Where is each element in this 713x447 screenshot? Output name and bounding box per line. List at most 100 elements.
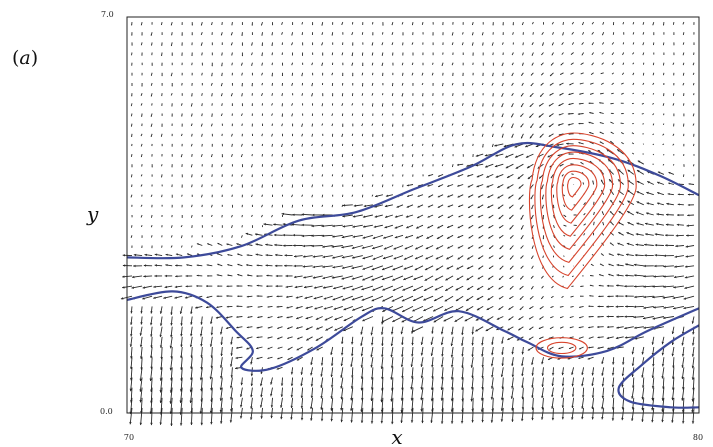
vector-arrow — [626, 242, 634, 246]
vector-arrow — [320, 377, 324, 388]
vector-arrow — [180, 316, 183, 326]
vector-arrow — [626, 231, 634, 236]
vector-arrow — [286, 295, 293, 298]
vector-arrow — [360, 367, 364, 379]
vector-arrow — [655, 222, 664, 226]
vector-arrow — [361, 285, 374, 291]
vector-arrow — [311, 224, 323, 228]
vector-arrow — [190, 346, 193, 358]
vector-arrow — [521, 62, 524, 66]
vector-arrow — [452, 72, 454, 76]
vector-arrow — [226, 243, 233, 246]
vector-arrow — [382, 285, 394, 291]
vector-arrow — [281, 143, 283, 148]
vector-arrow — [561, 295, 564, 298]
vector-arrow — [311, 174, 314, 177]
vector-arrow — [437, 204, 444, 208]
vector-arrow — [161, 62, 163, 66]
vector-arrow — [332, 265, 343, 269]
vector-arrow — [179, 306, 183, 314]
vector-arrow — [427, 214, 434, 218]
vector-arrow — [391, 164, 394, 167]
vector-arrow — [341, 275, 353, 280]
vector-arrow — [341, 21, 344, 26]
vector-arrow — [593, 211, 595, 216]
vector-arrow — [390, 346, 394, 358]
vector-arrow — [456, 163, 464, 166]
vector-arrow — [663, 275, 674, 278]
vector-arrow — [291, 62, 294, 66]
vector-arrow — [470, 387, 474, 402]
vector-arrow — [412, 285, 424, 292]
vector-arrow — [588, 121, 594, 125]
vector-arrow — [617, 253, 624, 257]
vector-arrow — [518, 184, 524, 189]
vector-arrow — [652, 82, 655, 86]
vector-arrow — [271, 174, 273, 177]
vector-arrow — [672, 62, 675, 65]
vector-arrow — [666, 202, 674, 206]
vector-arrow — [241, 42, 243, 46]
vector-arrow — [159, 387, 163, 404]
vector-arrow — [196, 243, 203, 246]
vector-arrow — [652, 133, 655, 136]
vector-arrow — [488, 214, 494, 219]
vector-arrow — [340, 357, 344, 367]
vector-arrow — [225, 316, 233, 319]
vector-arrow — [361, 174, 364, 178]
vector-arrow — [291, 194, 294, 198]
vector-arrow — [220, 82, 223, 87]
vector-arrow — [401, 377, 404, 391]
small-contour-cell — [535, 337, 588, 359]
vector-arrow — [325, 326, 333, 331]
vector-arrow — [372, 234, 384, 239]
vorticity-contours — [528, 132, 637, 359]
vector-arrow — [237, 273, 243, 277]
vector-arrow — [674, 255, 684, 258]
vector-arrow — [509, 275, 514, 280]
vector-arrow — [634, 253, 644, 257]
vector-arrow — [330, 367, 334, 378]
vector-arrow — [181, 194, 183, 197]
vector-arrow — [507, 326, 514, 331]
vector-arrow — [231, 153, 233, 157]
vector-arrow — [130, 235, 133, 238]
vector-arrow — [180, 336, 183, 348]
vector-arrow — [526, 163, 534, 169]
vector-arrow — [643, 295, 654, 299]
vector-arrow — [642, 82, 645, 86]
vector-arrow — [271, 204, 273, 208]
vector-arrow — [206, 264, 213, 267]
vector-arrow — [653, 275, 664, 278]
vector-arrow — [492, 22, 494, 26]
vector-arrow — [686, 234, 695, 237]
vector-arrow — [607, 346, 614, 350]
boundary-curve-corner — [617, 324, 700, 409]
vector-arrow — [170, 407, 173, 427]
vector-arrow — [231, 52, 233, 56]
vector-arrow — [662, 103, 665, 106]
vector-arrow — [231, 225, 233, 229]
vector-arrow — [416, 234, 424, 239]
vector-arrow — [579, 92, 584, 95]
vector-arrow — [291, 113, 294, 117]
vector-arrow — [451, 133, 454, 137]
vector-arrow — [531, 204, 534, 210]
vector-arrow — [549, 92, 554, 96]
vector-arrow — [551, 21, 554, 25]
vector-arrow — [430, 346, 434, 357]
vector-arrow — [601, 377, 605, 387]
vector-arrow — [200, 123, 203, 127]
vector-arrow — [261, 133, 263, 137]
vector-arrow — [662, 377, 665, 389]
vector-arrow — [261, 184, 263, 188]
vector-arrow — [501, 93, 504, 97]
vector-arrow — [191, 62, 193, 66]
vector-arrow — [687, 193, 695, 196]
vector-arrow — [150, 407, 153, 426]
vector-arrow — [332, 93, 334, 97]
vector-arrow — [191, 174, 193, 178]
vector-arrow — [150, 82, 153, 86]
vector-arrow — [190, 357, 193, 370]
vector-arrow — [139, 407, 143, 426]
